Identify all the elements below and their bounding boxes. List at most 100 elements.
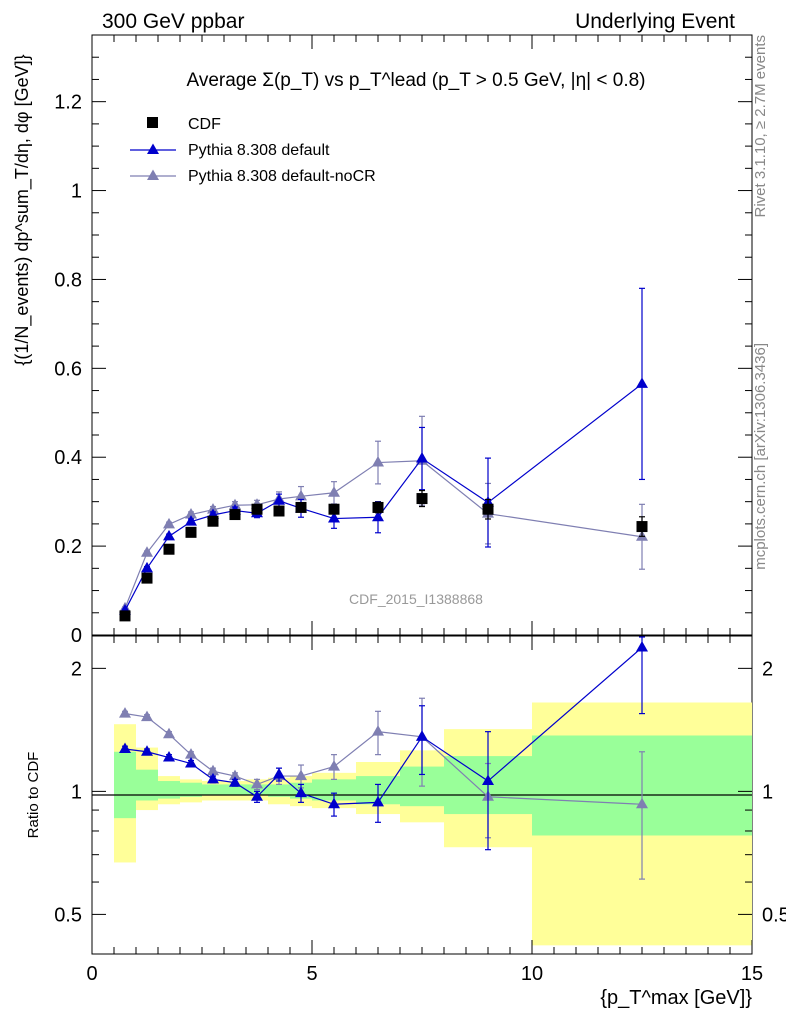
ratio-nocr-point — [119, 707, 131, 718]
axis-ticks: 0 5 10 15 0 0.2 0.4 0.6 0.8 1 1.2 0.5 0.5 1 1 2 2 — [54, 34, 786, 985]
y-tick-label: 1 — [71, 181, 82, 203]
series-default-point — [273, 494, 285, 505]
band-inner — [158, 781, 180, 799]
series-cdf-point — [229, 509, 241, 521]
ratio-default-point — [119, 742, 131, 753]
series-cdf-point — [416, 493, 428, 505]
ratio-nocr-point — [295, 769, 307, 781]
series-cdf-point — [185, 526, 197, 538]
legend-label-cdf: CDF — [188, 116, 221, 133]
ratio-default-point — [416, 730, 428, 741]
y-tick-label: 0.6 — [54, 358, 82, 380]
ratio-default-point — [163, 751, 175, 762]
x-tick-label: 0 — [86, 963, 97, 985]
ratio-panel-series — [119, 636, 648, 880]
series-cdf-point — [207, 515, 219, 527]
ratio-default-point — [141, 745, 153, 756]
series-default-point — [328, 512, 340, 523]
ratio-y-tick-label-left: 1 — [71, 781, 82, 803]
series-nocr-point — [372, 456, 384, 467]
ratio-y-tick-label-right: 2 — [762, 658, 773, 680]
series-nocr-point — [185, 508, 197, 519]
series-default-point — [141, 561, 153, 573]
series-cdf-point — [251, 503, 263, 515]
x-tick-label: 15 — [741, 963, 763, 985]
main-panel-series — [119, 287, 648, 622]
series-nocr-point — [141, 546, 153, 557]
legend-label-nocr: Pythia 8.308 default-noCR — [188, 168, 376, 185]
series-cdf-point — [636, 521, 648, 533]
series-cdf-point — [141, 572, 153, 584]
x-axis-label: {p_T^max [GeV]} — [600, 987, 752, 1009]
series-cdf-point — [119, 610, 131, 622]
ratio-default-point — [372, 795, 384, 807]
ratio-default-point — [273, 767, 285, 779]
series-nocr-point — [163, 517, 175, 529]
ratio-nocr-point — [372, 725, 384, 736]
series-nocr-line — [124, 460, 643, 609]
series-default-point — [185, 515, 197, 526]
ratio-default-point — [185, 757, 197, 768]
series-default-line — [124, 383, 643, 611]
ratio-y-tick-label-left: 0.5 — [54, 904, 82, 926]
ratio-default-point — [251, 790, 263, 801]
y-tick-label: 0.4 — [54, 447, 82, 469]
ratio-nocr-point — [141, 710, 153, 722]
series-cdf-point — [482, 503, 494, 515]
band-inner — [268, 784, 290, 797]
legend-label-default: Pythia 8.308 default — [188, 142, 330, 159]
series-nocr-point — [207, 503, 219, 514]
ratio-y-tick-label-right: 1 — [762, 781, 773, 803]
x-tick-label: 10 — [521, 963, 543, 985]
ratio-uncertainty-bands — [114, 702, 752, 946]
ratio-default-point — [482, 774, 494, 786]
band-inner — [224, 784, 246, 795]
legend: CDF Pythia 8.308 default Pythia 8.308 de… — [130, 116, 376, 185]
series-nocr-point — [295, 489, 307, 501]
chart-title: Average Σ(p_T) vs p_T^lead (p_T > 0.5 Ge… — [187, 70, 646, 91]
ratio-default-point — [229, 776, 241, 787]
series-nocr-point — [328, 486, 340, 497]
ratio-default-point — [328, 797, 340, 809]
band-inner — [180, 782, 202, 797]
analysis-watermark: CDF_2015_I1388868 — [349, 591, 483, 607]
y-tick-label: 0 — [71, 625, 82, 647]
ratio-nocr-point — [207, 764, 219, 776]
y-tick-label: 0.8 — [54, 269, 82, 291]
y-tick-label: 1.2 — [54, 92, 82, 114]
ratio-nocr-point — [229, 769, 241, 781]
ratio-default-point — [207, 772, 219, 784]
series-default-point — [163, 529, 175, 541]
legend-marker-cdf — [147, 117, 158, 128]
process-label: Underlying Event — [575, 10, 735, 33]
ratio-default-point — [636, 640, 648, 652]
ratio-y-tick-label-right: 0.5 — [762, 904, 786, 926]
energy-label: 300 GeV ppbar — [102, 10, 244, 33]
series-cdf-point — [372, 501, 384, 513]
mcplots-label: mcplots.cern.ch [arXiv:1306.3436] — [752, 343, 769, 570]
series-cdf-point — [328, 503, 340, 515]
ratio-nocr-point — [636, 797, 648, 809]
legend-marker-default — [147, 143, 159, 154]
series-cdf-point — [273, 505, 285, 517]
ratio-y-tick-label-left: 2 — [71, 658, 82, 680]
ratio-nocr-point — [328, 760, 340, 771]
rivet-version-label: Rivet 3.1.10, ≥ 2.7M events — [752, 35, 769, 218]
series-cdf-point — [295, 501, 307, 513]
x-tick-label: 5 — [306, 963, 317, 985]
ratio-nocr-point — [163, 727, 175, 739]
y-tick-label: 0.2 — [54, 536, 82, 558]
series-default-point — [372, 510, 384, 522]
ratio-nocr-point — [185, 748, 197, 759]
ratio-y-axis-label: Ratio to CDF — [25, 752, 42, 839]
series-default-point — [416, 452, 428, 463]
legend-marker-nocr — [147, 169, 159, 180]
ratio-nocr-point — [251, 777, 263, 789]
band-inner — [136, 769, 158, 801]
band-inner — [202, 784, 224, 795]
band-inner — [114, 751, 136, 819]
series-cdf-point — [163, 543, 175, 555]
series-default-point — [636, 377, 648, 388]
